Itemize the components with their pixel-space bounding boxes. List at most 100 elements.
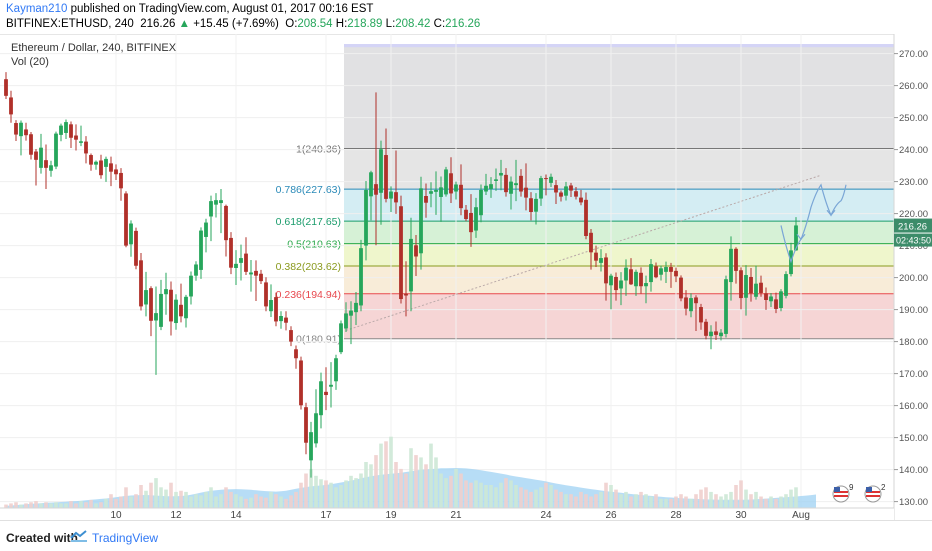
- candle-body: [109, 163, 113, 172]
- volume-bar: [659, 498, 663, 508]
- volume-bar: [589, 496, 593, 508]
- volume-bar: [244, 498, 248, 508]
- volume-bar: [354, 478, 358, 508]
- candle-body: [374, 184, 378, 195]
- candle-body: [669, 267, 673, 272]
- current-price-marker: [894, 218, 932, 233]
- candle: [454, 181, 458, 200]
- candle: [749, 268, 753, 302]
- candle-body: [419, 188, 423, 254]
- candle: [379, 140, 383, 225]
- volume-bar: [139, 485, 143, 508]
- author-link[interactable]: Kayman210: [6, 3, 68, 15]
- candle-body: [444, 169, 448, 195]
- volume-bar: [549, 485, 553, 508]
- candle: [359, 239, 363, 312]
- price-tick-label: 190.00: [899, 305, 928, 316]
- tradingview-brand-link[interactable]: TradingView: [92, 531, 159, 545]
- ohlc-line: BITFINEX:ETHUSD, 240 216.26 ▲ +15.45 (+7…: [6, 18, 480, 30]
- candle: [209, 195, 213, 242]
- volume-bar: [599, 491, 603, 508]
- volume-bar: [279, 496, 283, 508]
- candle: [64, 119, 68, 140]
- volume-bar: [739, 480, 743, 508]
- candle: [619, 272, 623, 306]
- candle-body: [99, 160, 103, 176]
- volume-bar: [404, 473, 408, 508]
- candle-body: [19, 122, 23, 137]
- last-price: 216.26: [140, 18, 176, 30]
- flag-stripe: [866, 491, 880, 493]
- candle: [199, 227, 203, 279]
- candle-body: [484, 185, 488, 192]
- candle: [794, 217, 798, 251]
- price-change: +15.45 (+7.69%): [193, 18, 279, 30]
- volume-bar: [734, 485, 738, 508]
- candle: [669, 262, 673, 288]
- price-axis[interactable]: 270.00 260.00 250.00 240.00 230.00 220.00 210.…: [893, 34, 932, 520]
- candle: [584, 192, 588, 240]
- candle: [84, 136, 88, 164]
- volume-bar: [109, 494, 113, 508]
- candle: [169, 281, 173, 336]
- volume-bar: [594, 494, 598, 508]
- candle-body: [234, 263, 238, 268]
- candle: [254, 260, 258, 301]
- streams-badge[interactable]: 2: [864, 483, 886, 503]
- projection-path[interactable]: [780, 183, 847, 264]
- volume-bar: [719, 496, 723, 508]
- candle-body: [4, 79, 8, 96]
- volume-bar: [519, 487, 523, 508]
- volume-bar: [19, 504, 23, 508]
- trendline[interactable]: [345, 174, 822, 331]
- candle-body: [159, 293, 163, 327]
- trendline-line[interactable]: [345, 174, 822, 331]
- candle: [659, 265, 663, 281]
- time-tick-label: 10: [110, 510, 122, 520]
- volume-bar: [529, 491, 533, 508]
- volume-bar: [364, 462, 368, 508]
- volume-bar: [9, 503, 13, 508]
- time-axis[interactable]: 10 12 14 17 19 21 24 26 28 30 Aug: [0, 507, 894, 520]
- ideas-badge[interactable]: 9: [832, 483, 854, 503]
- candle-body: [624, 267, 628, 281]
- candle-body: [514, 183, 518, 186]
- candle-body: [44, 160, 48, 168]
- candle: [374, 92, 378, 246]
- candle: [249, 260, 253, 292]
- publish-line: Kayman210 published on TradingView.com, …: [6, 3, 373, 15]
- candle: [664, 261, 668, 284]
- candle: [394, 150, 398, 214]
- candle: [469, 194, 473, 247]
- price-tick-label: 130.00: [899, 497, 928, 508]
- volume-bar: [409, 448, 413, 508]
- volume-bar: [314, 475, 318, 508]
- candle-body: [389, 191, 393, 199]
- projection-curve[interactable]: [780, 183, 847, 264]
- candle-body: [169, 289, 173, 322]
- volume-bar: [699, 489, 703, 508]
- volume-bar: [129, 496, 133, 508]
- candle: [44, 144, 48, 189]
- candle: [384, 128, 388, 203]
- candle-body: [684, 297, 688, 309]
- volume-bar: [789, 489, 793, 508]
- candle: [264, 277, 268, 312]
- price-chart[interactable]: 0(180.91) 0.236(194.94) 0.382(203.62) 0.5(2…: [0, 34, 932, 520]
- candle: [219, 188, 223, 234]
- volume-bar: [464, 480, 468, 508]
- candle: [604, 253, 608, 301]
- volume-bar: [604, 482, 608, 508]
- symbol-label: BITFINEX:ETHUSD, 240: [6, 18, 134, 30]
- fib-label-0.786: 0.786(227.63): [276, 184, 341, 196]
- volume-bar: [469, 482, 473, 508]
- volume-bar: [389, 436, 393, 508]
- candle: [284, 311, 288, 331]
- volume-bar: [384, 441, 388, 508]
- price-tick-label: 230.00: [899, 177, 928, 188]
- volume-bar: [39, 503, 43, 508]
- chart-legend: Ethereum / Dollar, 240, BITFINEX Vol (20…: [11, 42, 177, 68]
- candle-body: [349, 310, 353, 316]
- candle: [479, 184, 483, 223]
